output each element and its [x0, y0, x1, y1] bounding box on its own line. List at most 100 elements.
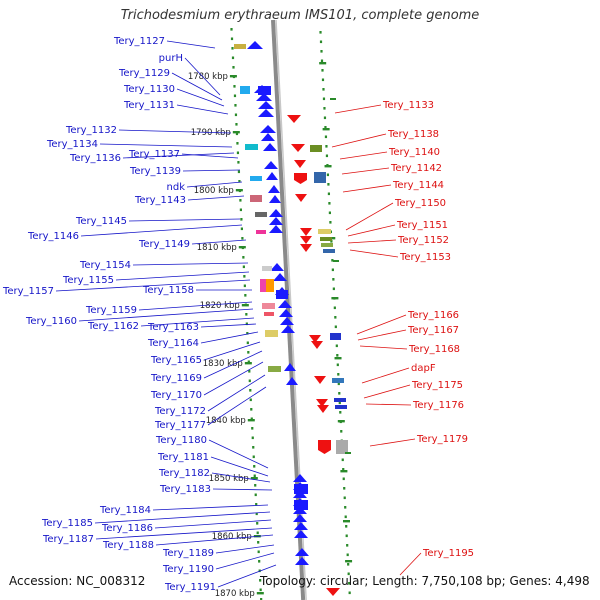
reverse-gene-arrow: [294, 160, 306, 168]
scale-tick-dot: [246, 341, 249, 345]
scale-tick-dot: [240, 227, 243, 231]
gene-label-tery_1155: Tery_1155: [62, 275, 114, 286]
scale-tick-dot: [327, 183, 330, 186]
scale-tick-dot: [341, 458, 344, 462]
gene-connector: [203, 341, 261, 361]
gene-feature-box: [262, 303, 275, 309]
gene-connector: [128, 218, 241, 222]
scale-tick-dot: [346, 553, 349, 557]
gene-label-tery_1144: Tery_1144: [392, 180, 444, 191]
forward-gene-arrow: [261, 133, 275, 141]
scale-tick-dot: [258, 560, 261, 563]
gene-connector: [80, 224, 243, 237]
major-tick: [343, 520, 350, 523]
scale-tick-dot: [320, 50, 323, 53]
gene-connector: [181, 153, 239, 159]
gene-feature-box: [321, 243, 333, 247]
gene-label-tery_1167: Tery_1167: [407, 325, 459, 336]
gene-label-tery_1182: Tery_1182: [158, 468, 210, 479]
scale-tick-dot: [334, 316, 337, 319]
scale-tick-dot: [321, 69, 324, 72]
forward-gene-arrow: [279, 309, 293, 317]
forward-gene-block: [276, 290, 288, 299]
scale-tick-dot: [237, 170, 241, 174]
scale-tick-dot: [243, 284, 246, 288]
gene-connector: [55, 279, 251, 292]
gene-feature-box: [314, 172, 326, 183]
scale-tick-dot: [336, 363, 339, 367]
reverse-gene-arrow: [316, 399, 328, 407]
scale-tick-dot: [348, 591, 351, 595]
forward-gene-block: [294, 484, 308, 494]
reverse-gene-block: [318, 440, 331, 454]
gene-label-tery_1130: Tery_1130: [123, 84, 175, 95]
scale-tick-dot: [254, 484, 257, 487]
scale-tick-dot: [256, 531, 259, 535]
scale-tick-dot: [323, 107, 326, 110]
gene-label-tery_1131: Tery_1131: [123, 100, 175, 111]
scale-tick-dot: [336, 354, 339, 357]
major-tick: [324, 165, 332, 168]
scale-tick-dot: [239, 199, 242, 202]
scale-tick-dot: [230, 28, 233, 31]
scale-tick-dot: [320, 59, 324, 63]
scale-tick-dot: [322, 97, 326, 101]
genome-title: Trichodesmium erythraeum IMS101, complet…: [120, 8, 480, 23]
scale-tick-dot: [319, 31, 322, 34]
gene-connector: [359, 345, 408, 350]
gene-connector: [207, 374, 266, 412]
scale-tick-dot: [251, 436, 254, 440]
forward-gene-arrow: [286, 377, 298, 385]
reverse-gene-arrow: [326, 588, 340, 596]
gene-label-tery_1190: Tery_1190: [162, 564, 214, 575]
gene-label-tery_1195: Tery_1195: [422, 548, 474, 559]
reverse-gene-block: [294, 173, 307, 184]
scale-tick-dot: [246, 332, 249, 335]
gene-label-tery_1184: Tery_1184: [99, 505, 151, 516]
scale-tick-dot: [244, 294, 247, 297]
scale-tick-dot: [337, 373, 340, 376]
scale-label: 1810 kbp: [197, 243, 237, 253]
forward-gene-arrow: [258, 109, 274, 117]
gene-connector: [200, 323, 257, 328]
scale-tick-dot: [347, 563, 350, 566]
scale-tick-dot: [255, 512, 258, 516]
scale-tick-dot: [231, 56, 235, 60]
gene-connector: [152, 504, 269, 511]
gene-feature-box: [332, 378, 344, 383]
gene-feature-box: [234, 44, 246, 49]
scale-tick-dot: [333, 306, 336, 310]
gene-label-tery_1188: Tery_1188: [102, 540, 154, 551]
gene-feature-box: [318, 229, 331, 234]
gene-connector: [155, 534, 274, 546]
scale-tick-dot: [319, 40, 323, 44]
major-tick: [340, 470, 348, 473]
gene-connector: [208, 439, 269, 469]
gene-label-tery_1162: Tery_1162: [87, 321, 139, 332]
gene-feature-box: [262, 266, 272, 271]
gene-connector: [191, 239, 247, 245]
scale-tick-dot: [252, 455, 255, 459]
scale-tick-dot: [255, 503, 258, 506]
gene-label-tery_1133: Tery_1133: [382, 100, 434, 111]
major-tick: [345, 560, 353, 563]
scale-label: 1870 kbp: [215, 589, 255, 599]
gene-label-tery_1166: Tery_1166: [407, 310, 459, 321]
gene-connector: [361, 367, 410, 384]
scale-tick-dot: [260, 598, 263, 600]
scale-tick-dot: [322, 88, 325, 91]
major-tick: [250, 477, 258, 480]
gene-connector: [212, 488, 273, 491]
gene-feature-box: [255, 212, 267, 217]
scale-tick-dot: [230, 37, 234, 41]
forward-gene-arrow: [295, 557, 309, 565]
reverse-gene-arrow: [295, 194, 307, 202]
gene-connector: [215, 544, 275, 554]
gene-label-tery_1149: Tery_1149: [138, 239, 190, 250]
gene-connector: [176, 104, 229, 115]
reverse-gene-arrow: [309, 335, 321, 343]
scale-tick-dot: [328, 202, 331, 205]
scale-tick-dot: [343, 496, 346, 500]
gene-connector: [118, 129, 232, 134]
scale-tick-dot: [344, 506, 347, 509]
